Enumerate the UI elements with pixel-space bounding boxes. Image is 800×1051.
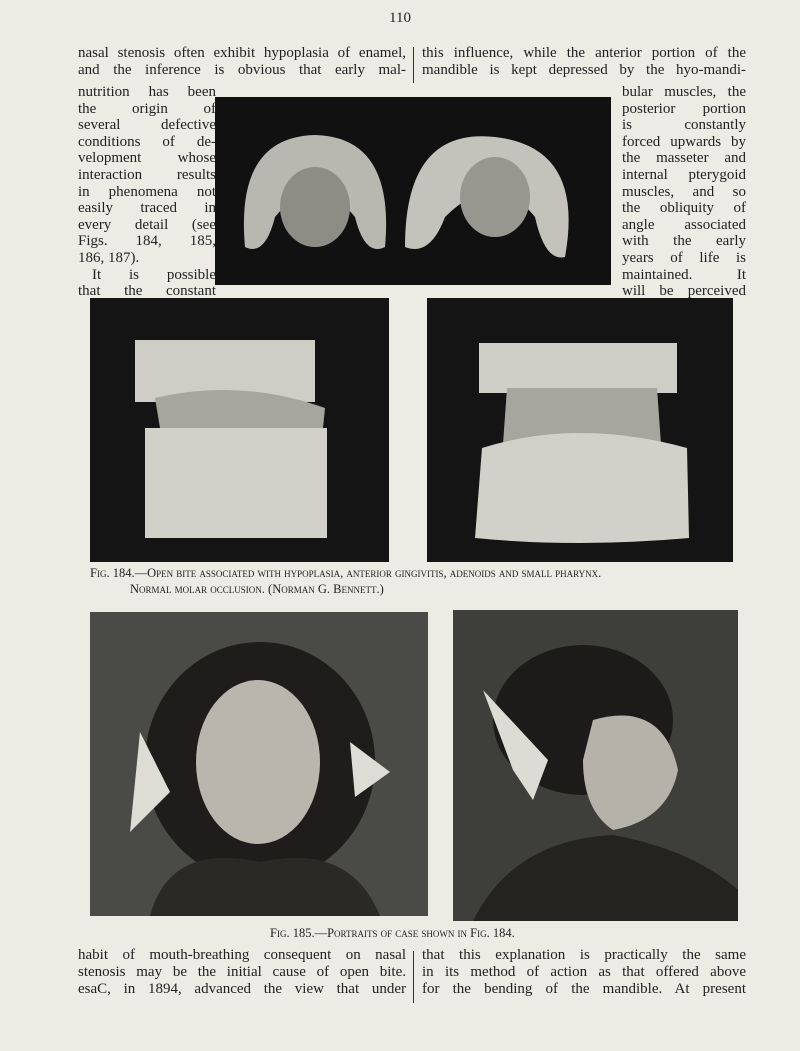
text-line: for the bending of the mandible. At pres… [422,981,746,997]
text-line: maintained. It [622,266,746,283]
figure-184-left [90,298,389,562]
text-line: velopment whose [78,150,216,167]
text-line: habit of mouth-breathing consequent on n… [78,947,406,963]
text-line: angle associated [622,216,746,233]
figure-185-profile [453,610,738,921]
column-rule [413,951,414,1003]
text-line: this influence, while the anterior porti… [422,45,746,61]
column-rule [413,47,414,83]
text-line: It is possible [92,266,216,283]
text-line: is constantly [622,117,746,134]
text-line: nasal stenosis often exhibit hypoplasia … [78,45,406,61]
text-line: years of life is [622,250,746,266]
text-line: bular muscles, the [622,84,746,100]
text-line: mandible is kept depressed by the hyo-ma… [422,62,746,78]
text-line: esaC, in 1894, advanced the view that un… [78,981,406,997]
text-line: several defective [78,117,216,134]
text-line: in phenomena not [78,183,216,200]
text-line: posterior portion [622,100,746,117]
figure-casts-upper [215,97,611,285]
text-line: and the inference is obvious that early … [78,62,406,78]
text-line: conditions of de- [78,133,216,150]
text-line: every detail (see [78,216,216,233]
figure-caption: Fig. 185.—Portraits of case shown in Fig… [270,926,515,940]
text-line: stenosis may be the initial cause of ope… [78,964,406,980]
text-line: nutrition has been [78,84,216,100]
text-line: easily traced in [78,200,216,217]
text-line: that the constant [78,283,216,300]
text-line: 186, 187). [78,250,140,266]
text-line: will be perceived [622,283,746,300]
figure-184-right [427,298,733,562]
text-line: interaction results [78,167,216,183]
figure-185-front [90,612,428,916]
page-number: 110 [389,10,411,26]
figure-caption: Normal molar occlusion. (Norman G. Benne… [130,582,384,596]
text-line: that this explanation is practically the… [422,947,746,963]
text-line: with the early [622,233,746,250]
text-line: the masseter and [622,150,746,167]
text-line: the origin of [78,100,216,117]
text-line: Figs. 184, 185, [78,233,216,250]
text-line: in its method of action as that offered … [422,964,746,980]
text-line: forced upwards by [622,133,746,150]
text-line: the obliquity of [622,200,746,217]
figure-caption: Fig. 184.—Open bite associated with hypo… [90,566,602,580]
text-line: muscles, and so [622,183,746,200]
text-line: internal pterygoid [622,167,746,183]
